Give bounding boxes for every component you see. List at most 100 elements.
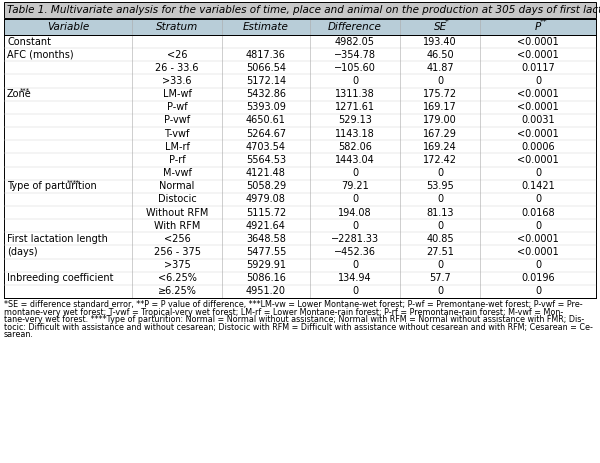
Text: 0: 0 bbox=[535, 287, 541, 296]
Text: 179.00: 179.00 bbox=[423, 115, 457, 125]
Text: 5264.67: 5264.67 bbox=[246, 129, 286, 138]
Text: tocic: Difficult with assistance and without cesarean; Distocic with RFM = Diffi: tocic: Difficult with assistance and wit… bbox=[4, 323, 593, 332]
Text: <6.25%: <6.25% bbox=[158, 273, 196, 283]
Text: With RFM: With RFM bbox=[154, 221, 200, 231]
Text: 529.13: 529.13 bbox=[338, 115, 372, 125]
Text: 27.51: 27.51 bbox=[426, 247, 454, 257]
Text: 0: 0 bbox=[437, 76, 443, 86]
Text: Variable: Variable bbox=[47, 22, 89, 32]
Text: Difference: Difference bbox=[328, 22, 382, 32]
Text: <256: <256 bbox=[164, 234, 190, 244]
Text: Normal: Normal bbox=[160, 181, 194, 191]
Text: 0: 0 bbox=[352, 221, 358, 231]
Text: SE: SE bbox=[433, 22, 446, 32]
Text: 0: 0 bbox=[535, 194, 541, 204]
Text: Constant: Constant bbox=[7, 37, 51, 47]
Text: Distocic: Distocic bbox=[158, 194, 196, 204]
Text: P-wf: P-wf bbox=[167, 102, 187, 113]
Text: P-vwf: P-vwf bbox=[164, 115, 190, 125]
Text: 5564.53: 5564.53 bbox=[246, 155, 286, 165]
Text: T-vwf: T-vwf bbox=[164, 129, 190, 138]
Text: P-rf: P-rf bbox=[169, 155, 185, 165]
Text: 1271.61: 1271.61 bbox=[335, 102, 375, 113]
Text: Type of parturition: Type of parturition bbox=[7, 181, 97, 191]
Text: Estimate: Estimate bbox=[243, 22, 289, 32]
Text: tane-very wet forest. ****Type of parturition: Normal = Normal without assistanc: tane-very wet forest. ****Type of partur… bbox=[4, 315, 584, 324]
Text: >33.6: >33.6 bbox=[162, 76, 192, 86]
Text: 0.0031: 0.0031 bbox=[521, 115, 555, 125]
Text: 0: 0 bbox=[437, 287, 443, 296]
Text: 167.29: 167.29 bbox=[423, 129, 457, 138]
Text: −2281.33: −2281.33 bbox=[331, 234, 379, 244]
Text: 5477.55: 5477.55 bbox=[246, 247, 286, 257]
Text: (days): (days) bbox=[7, 247, 38, 257]
Text: Stratum: Stratum bbox=[156, 22, 198, 32]
Text: 0: 0 bbox=[437, 194, 443, 204]
Text: 169.24: 169.24 bbox=[423, 142, 457, 152]
Text: 79.21: 79.21 bbox=[341, 181, 369, 191]
Text: 169.17: 169.17 bbox=[423, 102, 457, 113]
Text: Inbreeding coefficient: Inbreeding coefficient bbox=[7, 273, 113, 283]
Text: 4979.08: 4979.08 bbox=[246, 194, 286, 204]
Text: 134.94: 134.94 bbox=[338, 273, 372, 283]
Text: 0: 0 bbox=[352, 260, 358, 270]
Text: 0: 0 bbox=[535, 260, 541, 270]
Text: <26: <26 bbox=[167, 50, 187, 60]
Text: 582.06: 582.06 bbox=[338, 142, 372, 152]
Text: 193.40: 193.40 bbox=[423, 37, 457, 47]
Text: 0: 0 bbox=[437, 260, 443, 270]
Text: 53.95: 53.95 bbox=[426, 181, 454, 191]
Text: 5066.54: 5066.54 bbox=[246, 63, 286, 73]
Text: 5058.29: 5058.29 bbox=[246, 181, 286, 191]
Text: 5172.14: 5172.14 bbox=[246, 76, 286, 86]
Text: <0.0001: <0.0001 bbox=[517, 155, 559, 165]
Text: 5115.72: 5115.72 bbox=[246, 207, 286, 218]
Text: 0.0117: 0.0117 bbox=[521, 63, 555, 73]
Text: 0: 0 bbox=[352, 76, 358, 86]
Text: montane-very wet forest; T-vwf = Tropical-very wet forest; LM-rf = Lower Montane: montane-very wet forest; T-vwf = Tropica… bbox=[4, 307, 563, 317]
Text: 0.0168: 0.0168 bbox=[521, 207, 555, 218]
Text: Zone: Zone bbox=[7, 89, 32, 99]
Text: <0.0001: <0.0001 bbox=[517, 50, 559, 60]
Text: *SE = difference standard error, **P = P value of difference, ***LM-vw = Lower M: *SE = difference standard error, **P = P… bbox=[4, 300, 583, 309]
Text: Table 1. Multivariate analysis for the variables of time, place and animal on th: Table 1. Multivariate analysis for the v… bbox=[7, 5, 600, 15]
Text: −452.36: −452.36 bbox=[334, 247, 376, 257]
Text: 172.42: 172.42 bbox=[423, 155, 457, 165]
Text: 41.87: 41.87 bbox=[426, 63, 454, 73]
Text: 46.50: 46.50 bbox=[426, 50, 454, 60]
Text: 57.7: 57.7 bbox=[429, 273, 451, 283]
Text: 5432.86: 5432.86 bbox=[246, 89, 286, 99]
Text: −354.78: −354.78 bbox=[334, 50, 376, 60]
Text: **: ** bbox=[540, 19, 548, 27]
Bar bbox=[4, 19, 596, 35]
Text: ***: *** bbox=[20, 88, 30, 94]
Bar bbox=[4, 2, 596, 18]
Text: 5929.91: 5929.91 bbox=[246, 260, 286, 270]
Text: 1143.18: 1143.18 bbox=[335, 129, 375, 138]
Text: 0: 0 bbox=[535, 76, 541, 86]
Text: sarean.: sarean. bbox=[4, 331, 34, 339]
Text: 0: 0 bbox=[535, 221, 541, 231]
Text: 0: 0 bbox=[352, 287, 358, 296]
Text: 5086.16: 5086.16 bbox=[246, 273, 286, 283]
Text: 0: 0 bbox=[535, 168, 541, 178]
Text: 0: 0 bbox=[437, 221, 443, 231]
Text: Without RFM: Without RFM bbox=[146, 207, 208, 218]
Text: 0.1421: 0.1421 bbox=[521, 181, 555, 191]
Text: 0.0006: 0.0006 bbox=[521, 142, 555, 152]
Text: 4921.64: 4921.64 bbox=[246, 221, 286, 231]
Text: 194.08: 194.08 bbox=[338, 207, 372, 218]
Text: 81.13: 81.13 bbox=[426, 207, 454, 218]
Text: 0.0196: 0.0196 bbox=[521, 273, 555, 283]
Text: 0: 0 bbox=[352, 168, 358, 178]
Text: 4703.54: 4703.54 bbox=[246, 142, 286, 152]
Text: P: P bbox=[535, 22, 541, 32]
Text: 175.72: 175.72 bbox=[423, 89, 457, 99]
Text: <0.0001: <0.0001 bbox=[517, 129, 559, 138]
Text: *: * bbox=[445, 19, 448, 27]
Text: ****: **** bbox=[67, 180, 80, 186]
Text: 4121.48: 4121.48 bbox=[246, 168, 286, 178]
Text: 40.85: 40.85 bbox=[426, 234, 454, 244]
Text: M-vwf: M-vwf bbox=[163, 168, 191, 178]
Text: <0.0001: <0.0001 bbox=[517, 37, 559, 47]
